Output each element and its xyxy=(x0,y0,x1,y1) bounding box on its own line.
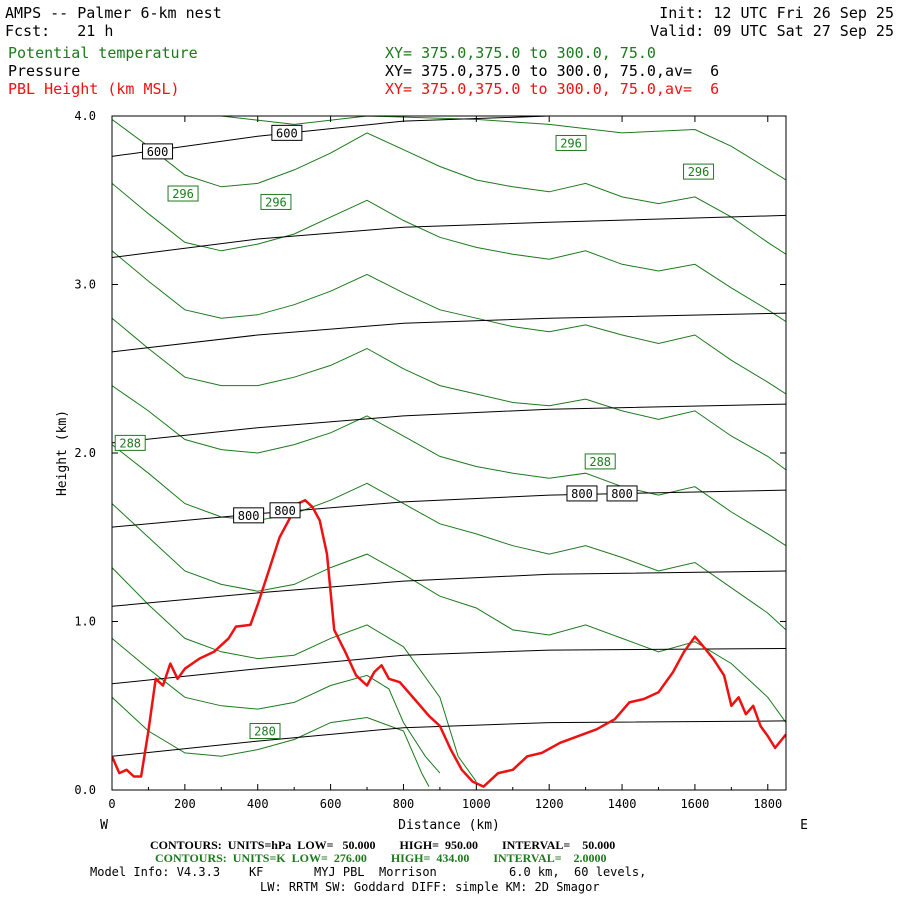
theta-label-box xyxy=(167,185,199,202)
theta-contour-282 xyxy=(112,638,441,774)
x-tick-label: 800 xyxy=(393,797,415,811)
theta-contour-284 xyxy=(112,567,477,782)
theta-label-box xyxy=(260,193,292,210)
x-tick-label: 0 xyxy=(108,797,115,811)
x-tick-label: 1200 xyxy=(535,797,564,811)
pressure-contour-650 xyxy=(112,214,786,258)
theta-contours xyxy=(112,116,786,787)
x-east-label: E xyxy=(800,818,808,833)
pressure-label: 800 xyxy=(238,509,260,523)
theta-label: 280 xyxy=(254,725,276,739)
footer-model-info: Model Info: V4.3.3 KF MYJ PBL Morrison 6… xyxy=(90,865,647,879)
pressure-label-box xyxy=(271,124,303,141)
field-theta-xy: XY= 375.0,375.0 to 300.0, 75.0 xyxy=(385,44,656,62)
pressure-contour-950 xyxy=(112,720,786,757)
valid-time: Valid: 09 UTC Sat 27 Sep 25 xyxy=(650,22,894,40)
pressure-label-box xyxy=(606,485,638,502)
pressure-contour-600 xyxy=(112,116,786,157)
x-tick-label: 1600 xyxy=(680,797,709,811)
theta-contour-280 xyxy=(112,696,430,787)
plot-frame xyxy=(111,115,787,791)
pressure-label: 800 xyxy=(274,504,296,518)
theta-label: 296 xyxy=(172,187,194,201)
x-tick-label: 400 xyxy=(247,797,269,811)
footer-model-physics: LW: RRTM SW: Goddard DIFF: simple KM: 2D… xyxy=(260,880,600,894)
pressure-contour-900 xyxy=(112,648,786,685)
pbl-height-series xyxy=(112,498,786,788)
pbl-height-line xyxy=(112,498,786,788)
field-theta-name: Potential temperature xyxy=(8,44,198,62)
x-tick-label: 200 xyxy=(174,797,196,811)
forecast-hour: Fcst: 21 h xyxy=(5,22,114,40)
footer-theta-contours: CONTOURS: UNITS=K LOW= 276.00 HIGH= 434.… xyxy=(155,851,607,865)
pressure-label: 800 xyxy=(571,487,593,501)
theta-label: 296 xyxy=(560,136,582,150)
x-west-label: W xyxy=(100,818,108,833)
init-time: Init: 12 UTC Fri 26 Sep 25 xyxy=(659,4,894,22)
theta-contour-294 xyxy=(112,250,786,395)
theta-contour-296 xyxy=(112,183,786,323)
y-tick-label: 0.0 xyxy=(74,783,96,797)
y-tick-label: 3.0 xyxy=(74,278,96,292)
pressure-label-box xyxy=(269,502,301,519)
field-pressure-xy: XY= 375.0,375.0 to 300.0, 75.0,av= 6 xyxy=(385,62,720,80)
pressure-contours xyxy=(112,116,786,757)
y-tick-label: 4.0 xyxy=(74,109,96,123)
theta-contour-292 xyxy=(112,317,786,471)
contour-labels: 600 600 800 800 800 800 296 296 296 296 288 288 280 xyxy=(114,124,715,740)
theta-label-box xyxy=(114,434,146,451)
field-pbl-xy: XY= 375.0,375.0 to 300.0, 75.0,av= 6 xyxy=(385,80,720,98)
axes: Distance (km) Height (km) W E 0 200 400 600… xyxy=(55,109,808,833)
x-tick-label: 1800 xyxy=(753,797,782,811)
pressure-label-box xyxy=(566,485,598,502)
theta-label-box xyxy=(683,163,715,180)
pressure-label: 600 xyxy=(147,145,169,159)
y-tick-label: 1.0 xyxy=(74,615,96,629)
y-axis-label: Height (km) xyxy=(55,410,70,496)
theta-label-box xyxy=(584,453,616,470)
x-tick-label: 600 xyxy=(320,797,342,811)
theta-contour-300 xyxy=(221,116,786,181)
x-tick-label: 1000 xyxy=(462,797,491,811)
theta-contour-288 xyxy=(112,444,786,631)
footer-pressure-contours: CONTOURS: UNITS=hPa LOW= 50.000 HIGH= 95… xyxy=(150,838,616,852)
pressure-contour-850 xyxy=(112,570,786,607)
pressure-label-box xyxy=(142,143,174,160)
chart-title: AMPS -- Palmer 6-km nest xyxy=(5,4,222,22)
pressure-contour-800 xyxy=(112,489,786,528)
pressure-contour-750 xyxy=(112,403,786,444)
theta-label: 288 xyxy=(119,436,141,450)
theta-label-box xyxy=(555,134,587,151)
theta-label-box xyxy=(249,723,281,740)
x-axis-label: Distance (km) xyxy=(398,818,500,833)
pressure-label: 800 xyxy=(611,487,633,501)
y-tick-label: 2.0 xyxy=(74,446,96,460)
field-pressure-name: Pressure xyxy=(8,62,81,80)
pressure-label-box xyxy=(233,507,265,524)
field-pbl-name: PBL Height (km MSL) xyxy=(8,80,180,98)
theta-label: 288 xyxy=(589,455,611,469)
theta-label: 296 xyxy=(688,165,710,179)
pressure-contour-700 xyxy=(112,312,786,353)
pressure-label: 600 xyxy=(276,126,298,140)
x-tick-label: 1400 xyxy=(608,797,637,811)
theta-contour-286 xyxy=(112,503,786,723)
theta-contour-298 xyxy=(112,118,786,255)
theta-label: 296 xyxy=(265,195,287,209)
theta-contour-290 xyxy=(112,385,786,547)
